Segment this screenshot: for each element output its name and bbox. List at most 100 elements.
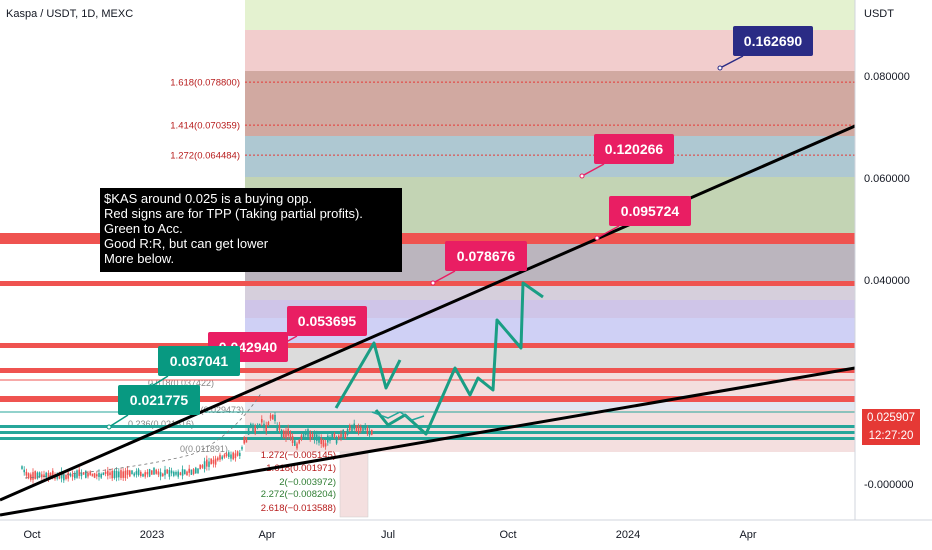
candle-body	[351, 424, 353, 432]
trend-line-lower	[0, 366, 856, 517]
candle-body	[21, 466, 23, 469]
candle-body	[52, 470, 54, 477]
candle-body	[265, 425, 267, 432]
candle-body	[327, 435, 329, 443]
candle-body	[98, 472, 100, 477]
candle-body	[120, 470, 122, 478]
time-tick-label: 2024	[616, 529, 640, 541]
candle-body	[27, 473, 30, 479]
countdown-tag: 12:27:20	[862, 427, 920, 445]
candle-body	[142, 473, 144, 477]
candle-body	[261, 419, 263, 423]
candle-body	[320, 438, 322, 445]
candle-body	[285, 430, 287, 439]
candle-body	[333, 433, 336, 438]
candle-body	[331, 432, 333, 439]
candle-body	[318, 436, 320, 443]
candle-body	[298, 439, 300, 444]
fib-zone	[245, 282, 855, 300]
fib-zone	[245, 345, 855, 370]
time-tick-label: 2023	[140, 529, 164, 541]
candle-body	[316, 434, 318, 441]
time-axis-panel	[0, 520, 932, 550]
candle-body	[36, 472, 39, 479]
candle-body	[214, 458, 217, 465]
candle-body	[276, 425, 278, 432]
candle-body	[287, 428, 289, 436]
candle-body	[166, 469, 168, 474]
candle-body	[159, 472, 162, 477]
annotation-box	[609, 196, 691, 226]
candle-body	[65, 475, 67, 479]
candle-body	[71, 474, 74, 477]
annotation-pointer	[719, 55, 744, 69]
note-line: More below.	[104, 251, 175, 266]
annotation-value: 0.162690	[744, 33, 803, 49]
candle-body	[256, 425, 259, 428]
candle-body	[239, 452, 241, 457]
candle-body	[322, 439, 325, 447]
candle-body	[338, 435, 340, 439]
candle-body	[335, 436, 338, 444]
candle-body	[192, 469, 195, 475]
candle-body	[223, 454, 226, 458]
trend-line-upper	[0, 124, 856, 502]
candle-body	[342, 429, 344, 438]
annotation-value: 0.120266	[605, 141, 664, 157]
candle-body	[368, 430, 371, 436]
candle-body	[309, 432, 311, 440]
candle-body	[41, 474, 43, 478]
candle-body	[360, 426, 362, 431]
candle-body	[221, 456, 223, 459]
candle-body	[274, 414, 276, 422]
candle-body	[181, 469, 184, 476]
annotation-box	[158, 346, 240, 376]
candle-body	[208, 461, 210, 467]
candle-body	[76, 470, 78, 478]
candle-body	[236, 451, 239, 456]
candle-body	[186, 471, 188, 476]
candle-body	[250, 423, 252, 428]
candle-body	[210, 458, 212, 465]
candle-body	[190, 469, 193, 475]
candle-body	[300, 435, 303, 440]
candle-body	[313, 433, 316, 441]
candle-body	[45, 472, 47, 478]
candle-body	[302, 434, 305, 438]
candle-body	[349, 425, 351, 431]
annotation-anchor	[430, 280, 436, 286]
candle-body	[43, 474, 45, 477]
annotation-anchor	[717, 65, 723, 71]
candle-body	[157, 471, 160, 475]
candle-body	[124, 470, 127, 479]
candle-body	[219, 454, 221, 460]
candle-body	[197, 468, 199, 474]
candle-body	[346, 428, 349, 435]
candle-body	[82, 472, 85, 475]
candle-body	[144, 472, 146, 477]
candle-body	[206, 459, 208, 467]
candle-body	[25, 471, 28, 476]
time-tick-label: Oct	[499, 529, 516, 541]
candle-body	[245, 437, 248, 443]
annotation-box	[733, 26, 813, 56]
annotation-value: 0.037041	[170, 353, 229, 369]
fib-level-label: 1.414(0.070359)	[170, 121, 240, 132]
idea-note: $KAS around 0.025 is a buying opp. Red s…	[100, 188, 402, 272]
price-tick-label: 0.040000	[864, 275, 910, 287]
candle-body	[30, 474, 32, 480]
projection-path-main	[374, 281, 544, 436]
candle-body	[146, 472, 149, 475]
candle-body	[133, 473, 135, 476]
candle-body	[269, 415, 272, 419]
price-axis-unit: USDT	[864, 8, 894, 20]
candle-body	[49, 472, 52, 478]
candle-body	[225, 453, 228, 457]
candle-body	[307, 429, 309, 437]
candle-body	[168, 470, 171, 477]
note-line: Good R:R, but can get lower	[104, 236, 269, 251]
projection-path-small	[371, 411, 425, 421]
annotation-box	[287, 306, 367, 336]
candle-body	[80, 472, 83, 477]
candle-body	[289, 432, 292, 439]
